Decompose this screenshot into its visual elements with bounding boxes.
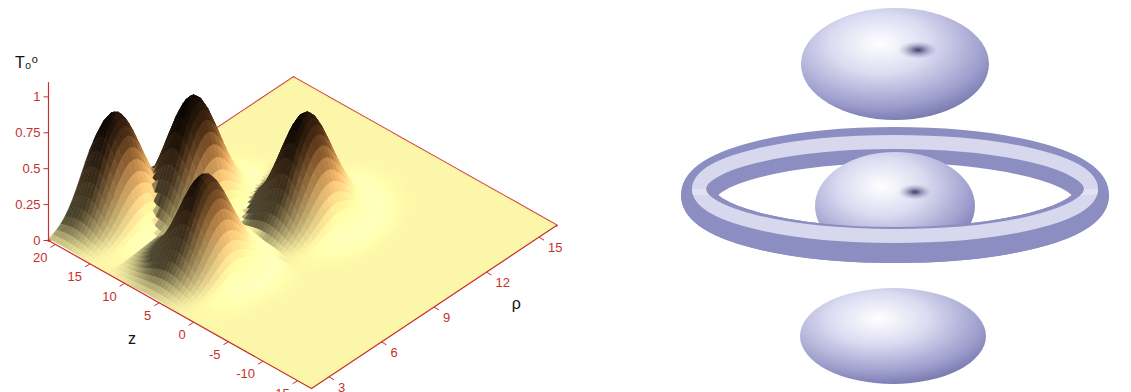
svg-text:z: z: [128, 330, 136, 347]
svg-text:0.5: 0.5: [22, 161, 40, 176]
svg-text:20: 20: [33, 250, 47, 265]
svg-text:3: 3: [338, 380, 345, 392]
svg-text:6: 6: [391, 345, 398, 360]
svg-text:5: 5: [144, 308, 151, 323]
svg-text:-15: -15: [271, 386, 290, 392]
svg-text:9: 9: [443, 310, 450, 325]
svg-text:-5: -5: [209, 347, 221, 362]
svg-text:T₀⁰: T₀⁰: [15, 54, 38, 71]
svg-text:15: 15: [68, 269, 82, 284]
svg-text:ρ: ρ: [512, 295, 521, 312]
svg-text:0.25: 0.25: [15, 197, 40, 212]
svg-text:0: 0: [33, 233, 40, 248]
svg-text:12: 12: [496, 275, 510, 290]
svg-text:-10: -10: [236, 366, 255, 381]
svg-text:10: 10: [102, 289, 116, 304]
svg-text:1: 1: [33, 89, 40, 104]
svg-text:0: 0: [179, 327, 186, 342]
svg-text:0.75: 0.75: [15, 125, 40, 140]
svg-text:15: 15: [548, 240, 562, 255]
